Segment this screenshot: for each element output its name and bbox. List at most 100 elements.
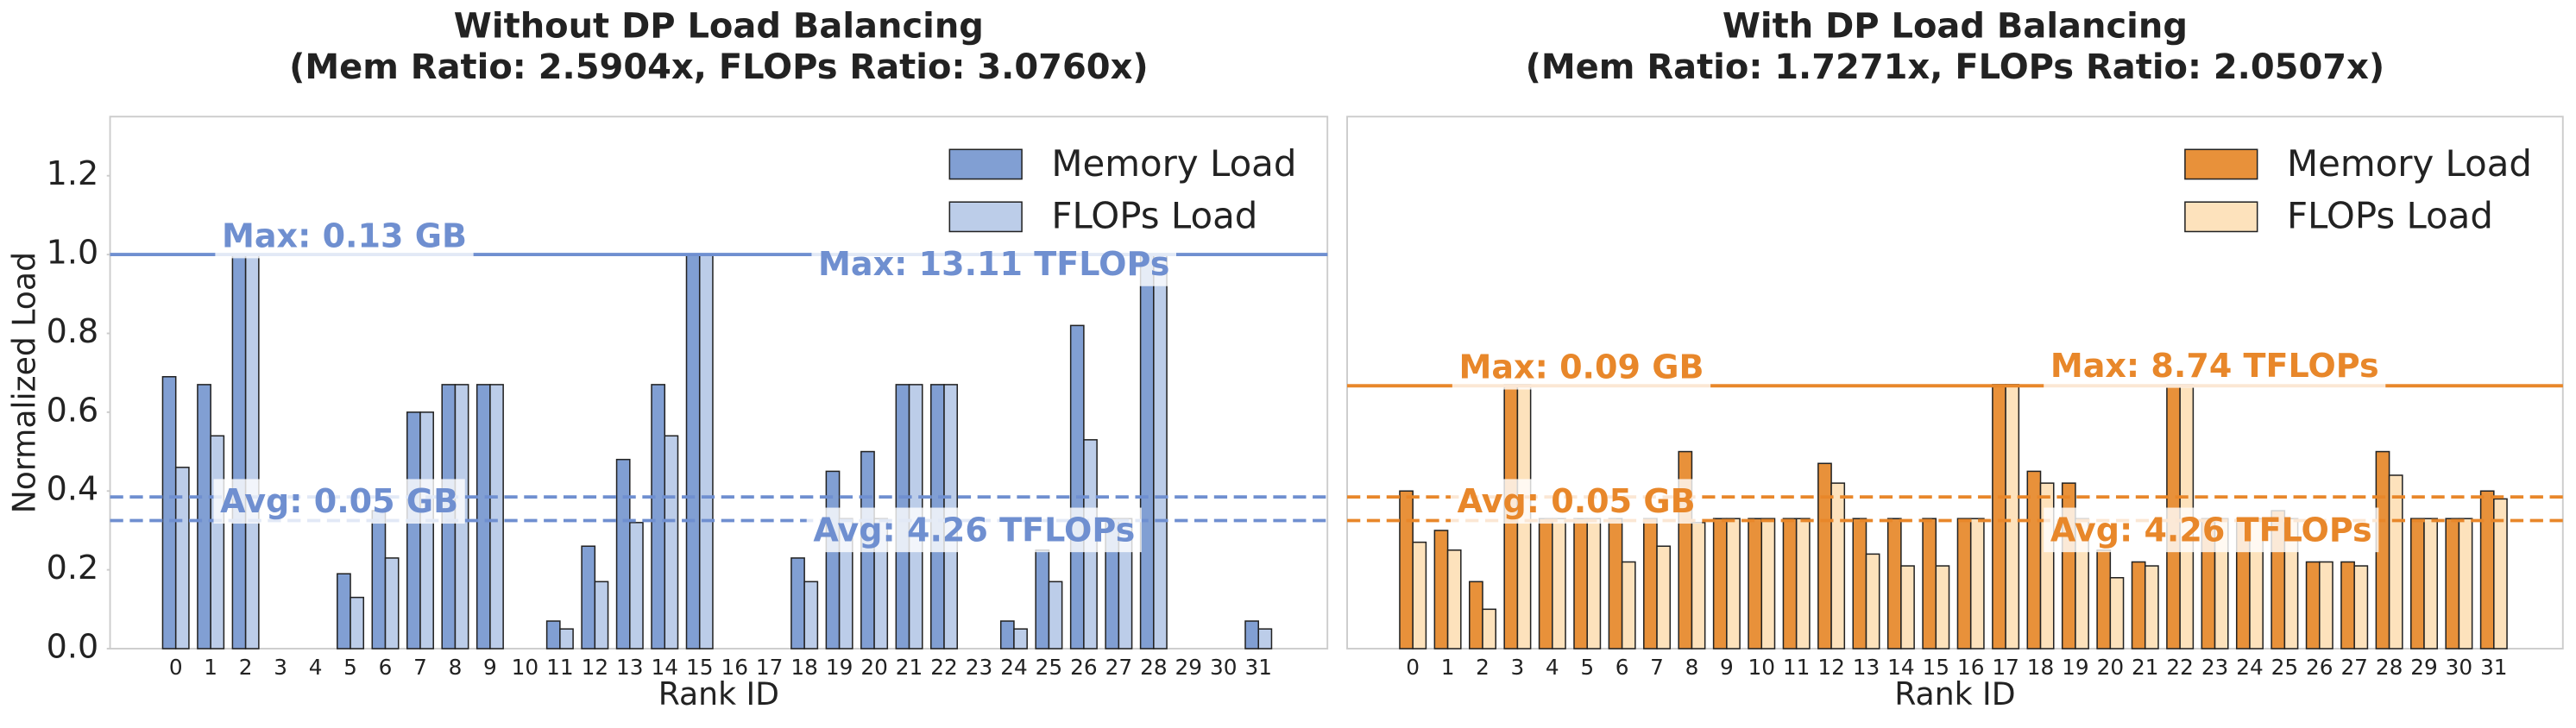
bar <box>594 581 609 650</box>
x-tick-label: 31 <box>2480 655 2507 680</box>
bar <box>1865 553 1880 650</box>
bar <box>244 254 260 650</box>
x-tick-label: 13 <box>1853 655 1880 680</box>
x-tick-label: 12 <box>1817 655 1844 680</box>
x-tick-label: 25 <box>2271 655 2298 680</box>
annotation-box <box>2044 343 2386 388</box>
x-tick-label: 30 <box>1210 655 1237 680</box>
bar <box>2479 490 2495 650</box>
bar <box>1153 254 1168 650</box>
annotation: Avg: 0.05 GB <box>220 482 458 520</box>
bar <box>790 557 805 650</box>
bar <box>629 522 644 650</box>
x-tick-label: 28 <box>1140 655 1167 680</box>
annotation-box <box>1452 344 1711 390</box>
x-axis-label: Rank ID <box>1894 675 2015 712</box>
x-tick-label: 20 <box>860 655 887 680</box>
bar <box>1992 384 2006 650</box>
x-tick-label: 0 <box>169 655 183 680</box>
bar <box>1817 462 1832 650</box>
x-tick-label: 5 <box>343 655 357 680</box>
bar <box>1069 324 1085 650</box>
x-tick-label: 30 <box>2446 655 2472 680</box>
bar <box>1538 518 1553 650</box>
x-tick-label: 14 <box>652 655 678 680</box>
bar <box>664 435 679 650</box>
x-tick-label: 27 <box>1105 655 1132 680</box>
bar <box>371 510 387 650</box>
y-axis-label: Normalized Load <box>5 252 42 513</box>
bar <box>1922 518 1937 650</box>
x-tick-label: 8 <box>1685 655 1699 680</box>
x-tick-label: 10 <box>512 655 539 680</box>
bar <box>1552 518 1566 650</box>
bar <box>2458 518 2473 650</box>
bar <box>2493 498 2508 650</box>
x-tick-label: 14 <box>1887 655 1914 680</box>
annotation: Max: 0.13 GB <box>222 217 467 255</box>
bar <box>1608 518 1623 650</box>
x-tick-label: 2 <box>1476 655 1490 680</box>
legend-swatch <box>948 148 1023 180</box>
annotation-box <box>806 507 1142 553</box>
x-tick-label: 19 <box>826 655 853 680</box>
x-tick-label: 3 <box>1511 655 1525 680</box>
y-tick-label: 1.2 <box>47 154 99 192</box>
chart-subtitle: (Mem Ratio: 1.7271x, FLOPs Ratio: 2.0507… <box>1526 47 2385 87</box>
bar <box>999 620 1015 650</box>
bar <box>1433 530 1449 650</box>
x-axis-label: Rank ID <box>658 675 779 712</box>
x-tick-label: 24 <box>1000 655 1027 680</box>
bar <box>1900 565 1915 650</box>
x-tick-label: 11 <box>546 655 573 680</box>
annotation: Max: 0.09 GB <box>1458 348 1704 386</box>
annotation-box <box>213 479 465 524</box>
x-tick-label: 21 <box>2132 655 2158 680</box>
bar <box>1656 545 1672 650</box>
bar <box>1412 541 1427 650</box>
y-tick-label: 0.2 <box>47 549 99 587</box>
bar <box>337 573 351 650</box>
bar <box>210 435 225 650</box>
bar <box>1852 518 1867 650</box>
legend-label: FLOPs Load <box>2287 195 2493 237</box>
bar <box>2005 384 2020 650</box>
bar <box>1782 518 1798 650</box>
annotation-box <box>215 213 474 259</box>
bar <box>1586 518 1602 650</box>
bar <box>406 411 421 650</box>
plot-frame <box>1346 116 2564 650</box>
x-tick-label: 19 <box>2062 655 2088 680</box>
annotation-box <box>811 242 1177 286</box>
x-tick-label: 13 <box>616 655 643 680</box>
bar <box>2340 561 2355 650</box>
bar <box>1748 518 1763 650</box>
x-tick-label: 24 <box>2236 655 2263 680</box>
x-tick-label: 28 <box>2376 655 2403 680</box>
bar <box>1446 549 1462 650</box>
bar <box>2388 474 2403 650</box>
x-tick-label: 18 <box>2027 655 2054 680</box>
bar <box>1257 628 1273 650</box>
x-tick-label: 4 <box>1546 655 1559 680</box>
y-tick-label: 0.8 <box>47 312 99 350</box>
bar <box>1691 522 1706 650</box>
x-tick-label: 31 <box>1244 655 1271 680</box>
bar <box>197 384 211 650</box>
bar <box>685 254 701 650</box>
x-tick-label: 8 <box>449 655 463 680</box>
annotation: Max: 8.74 TFLOPs <box>2050 347 2379 385</box>
bar <box>476 384 491 650</box>
bar <box>384 557 400 650</box>
bar <box>1573 518 1588 650</box>
annotation-box <box>1450 479 1703 524</box>
chart-title: With DP Load Balancing <box>1723 6 2188 46</box>
bar <box>1139 254 1155 650</box>
x-tick-label: 20 <box>2097 655 2124 680</box>
y-tick-label: 0.0 <box>47 628 99 666</box>
x-tick-label: 22 <box>930 655 957 680</box>
bar <box>803 581 819 650</box>
y-tick-label: 0.6 <box>47 391 99 429</box>
x-tick-label: 29 <box>2410 655 2437 680</box>
bar <box>2144 565 2159 650</box>
